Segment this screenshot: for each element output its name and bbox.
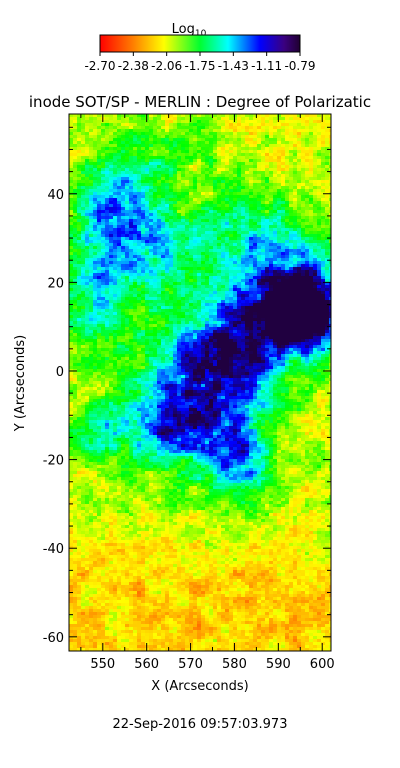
colorbar-tick-label: -2.06 [151, 59, 182, 73]
x-tick-label: 550 [90, 657, 115, 672]
y-tick-label: -20 [43, 454, 64, 469]
colorbar-title: Log10 [172, 22, 207, 39]
y-tick-label: 40 [47, 188, 64, 203]
x-tick-label: 600 [310, 657, 335, 672]
y-tick-label: -60 [43, 631, 64, 646]
x-axis: 550 560 570 580 590 600 [80, 114, 335, 672]
colorbar-tick-label: -2.38 [118, 59, 149, 73]
x-tick-label: 580 [222, 657, 247, 672]
x-axis-label: X (Arcseconds) [151, 679, 248, 694]
x-tick-label: 560 [134, 657, 159, 672]
colorbar-tick-label: -0.79 [284, 59, 315, 73]
colorbar-tick-label: -1.75 [184, 59, 215, 73]
y-axis-label: Y (Arcseconds) [13, 335, 28, 432]
colorbar-tick-label: -1.11 [251, 59, 282, 73]
plot-title: inode SOT/SP - MERLIN : Degree of Polari… [29, 93, 371, 111]
colorbar-tick-label: -1.43 [218, 59, 249, 73]
x-tick-label: 590 [266, 657, 291, 672]
plot-frame [68, 113, 332, 652]
y-tick-label: 0 [56, 365, 64, 380]
timestamp: 22-Sep-2016 09:57:03.973 [113, 717, 288, 732]
y-tick-label: 20 [47, 276, 64, 291]
polarization-map [69, 114, 331, 651]
y-tick-label: -40 [43, 542, 64, 557]
colorbar-tick-label: -2.70 [84, 59, 115, 73]
x-tick-label: 570 [178, 657, 203, 672]
y-axis: 40 20 0 -20 -40 -60 [43, 126, 331, 646]
colorbar-ticks: -2.70 -2.38 -2.06 -1.75 -1.43 -1.11 -0.79 [84, 52, 316, 73]
colorbar [99, 34, 301, 53]
